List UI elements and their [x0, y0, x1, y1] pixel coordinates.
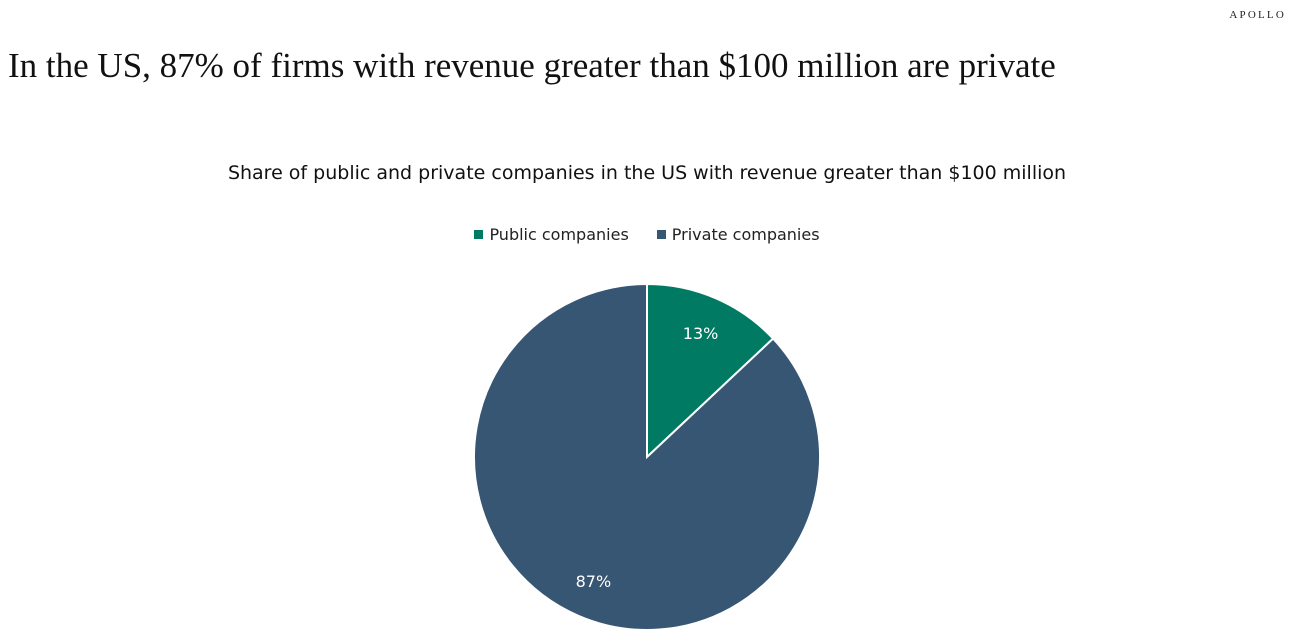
- legend-item-private: Private companies: [656, 225, 820, 244]
- legend-label-public: Public companies: [489, 225, 629, 244]
- chart-title: Share of public and private companies in…: [227, 162, 1067, 184]
- pie-label-public: 13%: [683, 324, 719, 343]
- page-headline: In the US, 87% of firms with revenue gre…: [8, 46, 1056, 85]
- pie-label-private: 87%: [576, 572, 612, 591]
- legend-item-public: Public companies: [474, 225, 629, 244]
- brand-logo-text: APOLLO: [1229, 9, 1286, 21]
- pie-slice-private: [473, 282, 822, 631]
- legend-swatch-public: [474, 230, 484, 239]
- pie-slice-public: [646, 282, 775, 460]
- chart-legend: Public companies Private companies: [0, 225, 1294, 244]
- legend-swatch-private: [656, 230, 666, 239]
- legend-label-private: Private companies: [671, 225, 820, 244]
